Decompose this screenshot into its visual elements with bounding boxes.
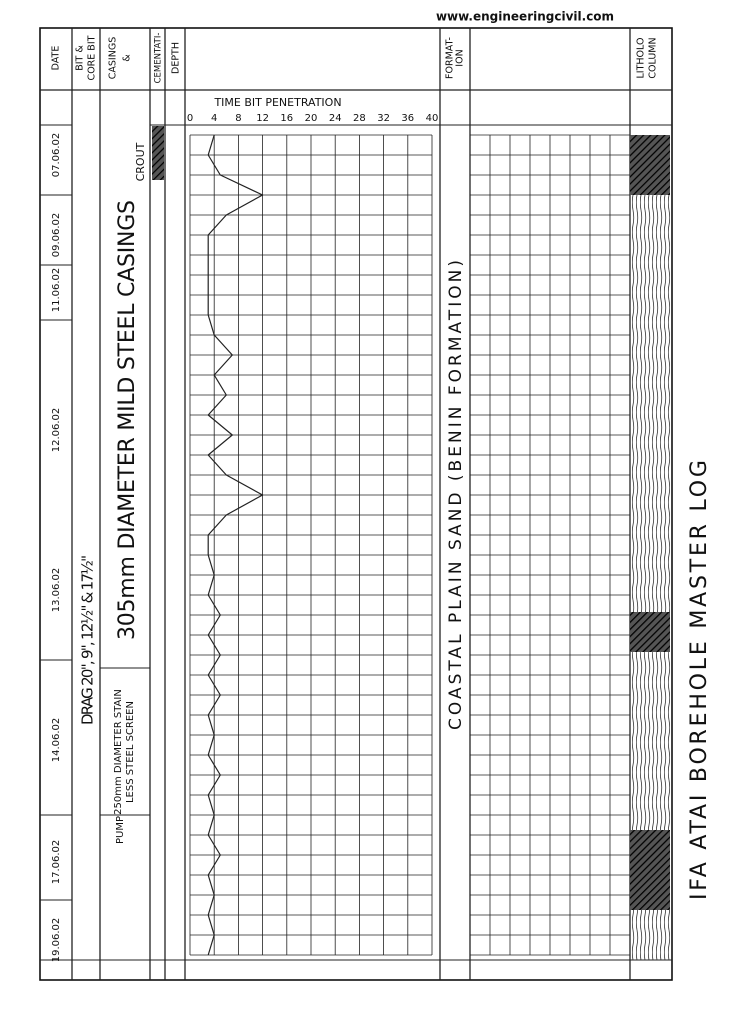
date-label: 09.06.02 [51, 213, 62, 258]
screen-label: 250mm DIAMETER STAIN [113, 689, 124, 815]
date-label: 07.06.02 [51, 133, 62, 178]
watermark: www.engineeringcivil.com [436, 10, 614, 24]
column-header: & [122, 54, 133, 62]
x-tick-label: 12 [256, 113, 269, 124]
column-header: CEMENTATI- [154, 33, 164, 84]
x-tick-label: 4 [211, 113, 217, 124]
page-title: IFA ATAI BOREHOLE MASTER LOG [687, 460, 712, 900]
column-header: DATE [51, 46, 62, 71]
chart-title: TIME BIT PENETRATION [213, 96, 341, 109]
date-label: 17.06.02 [51, 840, 62, 885]
x-tick-label: 20 [305, 113, 318, 124]
column-header: BIT & [75, 45, 86, 71]
date-label: 14.06.02 [51, 718, 62, 763]
date-label: 12.06.02 [51, 408, 62, 453]
penetration-line [207, 134, 264, 956]
x-tick-label: 40 [426, 113, 439, 124]
formation-label: COASTAL PLAIN SAND (BENIN FORMATION) [446, 260, 466, 730]
pump-label: PUMP [115, 816, 126, 844]
x-tick-label: 8 [235, 113, 241, 124]
date-label: 11.06.02 [51, 268, 62, 313]
x-tick-label: 36 [401, 113, 414, 124]
grout-label: CROUT [134, 142, 147, 181]
lithology-hatch [630, 612, 670, 652]
column-header: LITHOLO [636, 38, 647, 79]
date-label: 13.06.02 [51, 568, 62, 613]
lithology-hatch [630, 135, 670, 195]
column-header: DEPTH [171, 42, 182, 74]
column-header: CORE BIT [87, 35, 98, 80]
date-label: 19.06.02 [51, 918, 62, 963]
grout-fill [152, 126, 164, 180]
bit-label: DRAG 20", 9", 12½" & 17½" [79, 555, 97, 725]
lithology-streaks [632, 135, 670, 960]
column-header: ION [455, 49, 466, 66]
casing-label: 305mm DIAMETER MILD STEEL CASINGS [115, 200, 140, 640]
x-tick-label: 28 [353, 113, 366, 124]
x-tick-label: 0 [187, 113, 193, 124]
column-header: CASINGS [108, 37, 119, 79]
column-header: COLUMN [648, 37, 659, 78]
column-header: FORMAT- [445, 37, 456, 79]
outer-frame [39, 27, 673, 981]
x-tick-label: 32 [377, 113, 390, 124]
lithology-hatch [630, 830, 670, 910]
screen-label: LESS STEEL SCREEN [125, 701, 136, 803]
x-tick-label: 16 [280, 113, 293, 124]
x-tick-label: 24 [329, 113, 342, 124]
